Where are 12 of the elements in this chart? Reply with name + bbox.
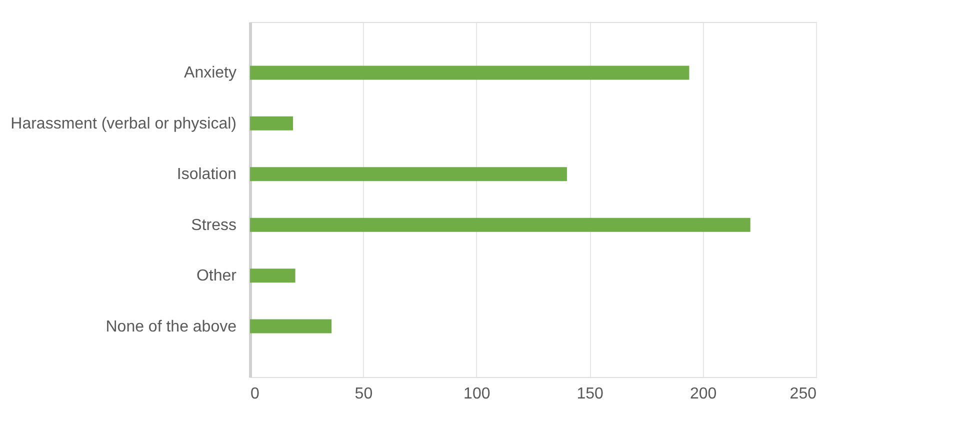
x-tick-label: 0 — [250, 386, 260, 402]
y-tick-label: Isolation — [176, 166, 236, 184]
y-tick-label: Anxiety — [184, 64, 236, 82]
y-tick-label: Harassment (verbal or physical) — [10, 115, 236, 132]
x-tick-label: 100 — [464, 386, 490, 402]
x-tick-label: 250 — [790, 386, 817, 402]
y-tick-label: None of the above — [106, 318, 237, 336]
x-tick-label: 50 — [354, 386, 373, 402]
x-tick-label: 200 — [690, 386, 717, 402]
y-tick-label: Other — [196, 268, 238, 285]
x-tick-label: 150 — [576, 386, 604, 402]
y-tick-label: Stress — [191, 216, 236, 234]
